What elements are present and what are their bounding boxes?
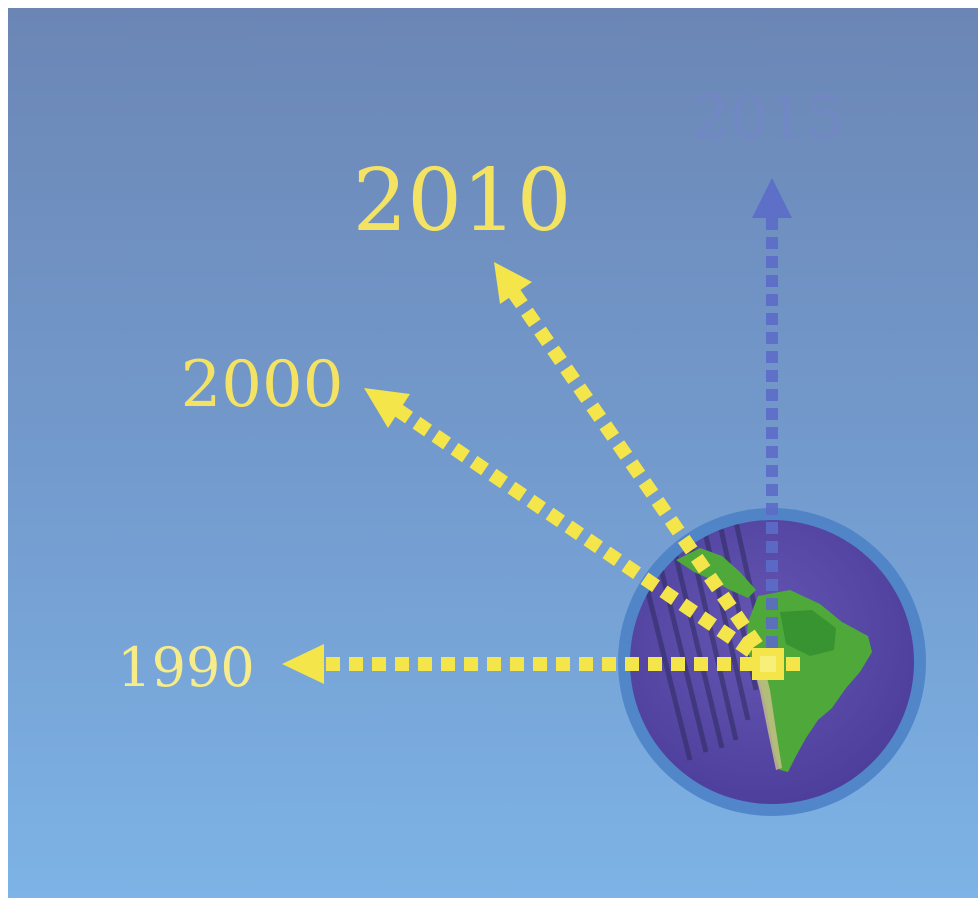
arrow-2000 [364, 388, 774, 670]
label-2010: 2010 [353, 151, 572, 251]
arrow-2010 [494, 262, 776, 668]
label-2015: 2015 [692, 83, 845, 153]
land-amazon [780, 610, 836, 656]
label-1990: 1990 [117, 636, 254, 699]
label-2000: 2000 [181, 348, 344, 422]
arrow-2015 [752, 178, 792, 648]
arrow-1990 [282, 644, 800, 684]
land-south-america [746, 590, 872, 772]
